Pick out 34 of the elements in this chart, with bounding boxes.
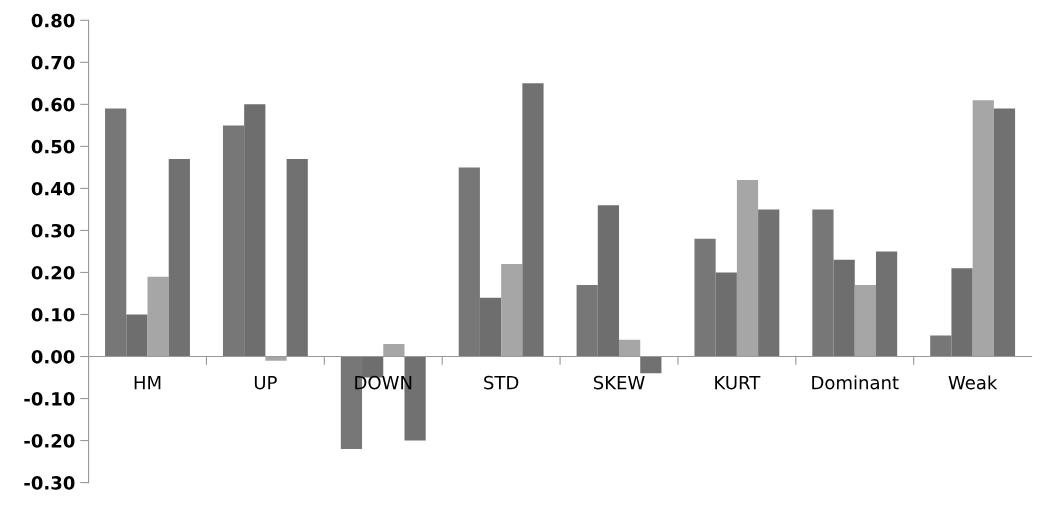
x-tick-label: KURT: [715, 375, 761, 390]
y-tick-label: 0.30: [31, 223, 75, 238]
y-tick-label: 0.10: [31, 307, 75, 322]
y-tick-label: 0.40: [31, 181, 75, 196]
bar: [522, 83, 544, 357]
y-tick-label: -0.30: [24, 476, 75, 490]
y-tick-label: -0.10: [24, 392, 75, 406]
x-tick-label: HM: [134, 375, 161, 390]
x-tick-label: Weak: [948, 375, 998, 390]
bar: [501, 264, 523, 357]
bar: [286, 159, 308, 357]
bar: [736, 180, 759, 357]
x-tick-label: SKEW: [593, 375, 645, 390]
x-tick-label: Dominant: [812, 375, 899, 390]
y-tick-label: 0.00: [31, 349, 75, 364]
x-tick-label: UP: [254, 375, 277, 390]
bar: [875, 251, 898, 357]
x-tick-label: STD: [484, 375, 519, 390]
y-tick-label: 0.60: [31, 97, 75, 112]
y-tick-label: 0.50: [31, 139, 75, 154]
bar: [168, 159, 190, 357]
bar: [147, 276, 169, 357]
y-tick-label: -0.20: [24, 434, 75, 448]
bar: [640, 356, 662, 374]
bar: [619, 339, 641, 357]
y-tick-label: 0.80: [31, 13, 75, 28]
bar: [265, 356, 287, 361]
bar: [993, 108, 1016, 357]
bar: [383, 343, 405, 357]
bar: [854, 285, 876, 357]
y-tick-label: 0.70: [31, 55, 75, 70]
bar: [758, 209, 780, 357]
bar: [972, 100, 994, 357]
y-tick-label: 0.20: [31, 265, 75, 280]
